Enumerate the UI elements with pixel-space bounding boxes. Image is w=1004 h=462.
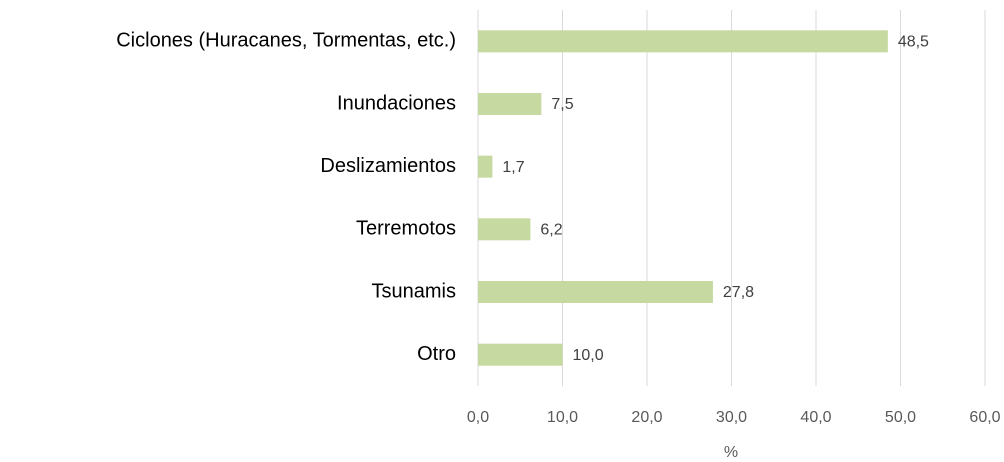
value-label: 27,8 xyxy=(723,284,754,301)
bar xyxy=(478,30,888,53)
value-label: 7,5 xyxy=(551,96,573,113)
bar xyxy=(478,155,493,178)
value-label: 48,5 xyxy=(898,34,929,51)
value-label: 1,7 xyxy=(502,159,524,176)
x-tick-label: 10,0 xyxy=(547,409,578,426)
x-tick-label: 60,0 xyxy=(969,409,1000,426)
y-tick-label: Inundaciones xyxy=(337,92,456,114)
value-label: 10,0 xyxy=(573,347,604,364)
bar xyxy=(478,343,563,366)
y-tick-label: Ciclones (Huracanes, Tormentas, etc.) xyxy=(116,30,456,52)
x-tick-label: 0,0 xyxy=(467,409,489,426)
value-label: 6,2 xyxy=(540,222,562,239)
x-axis-title: % xyxy=(724,444,738,461)
y-tick-label: Tsunamis xyxy=(372,280,456,302)
bar xyxy=(478,281,713,303)
bar xyxy=(478,218,531,241)
x-tick-label: 30,0 xyxy=(716,409,747,426)
y-tick-label: Otro xyxy=(417,343,456,365)
y-tick-label: Deslizamientos xyxy=(320,155,456,177)
bar xyxy=(478,93,542,115)
x-tick-label: 20,0 xyxy=(631,409,662,426)
y-tick-label: Terremotos xyxy=(356,218,456,240)
x-tick-label: 50,0 xyxy=(885,409,916,426)
x-tick-label: 40,0 xyxy=(800,409,831,426)
